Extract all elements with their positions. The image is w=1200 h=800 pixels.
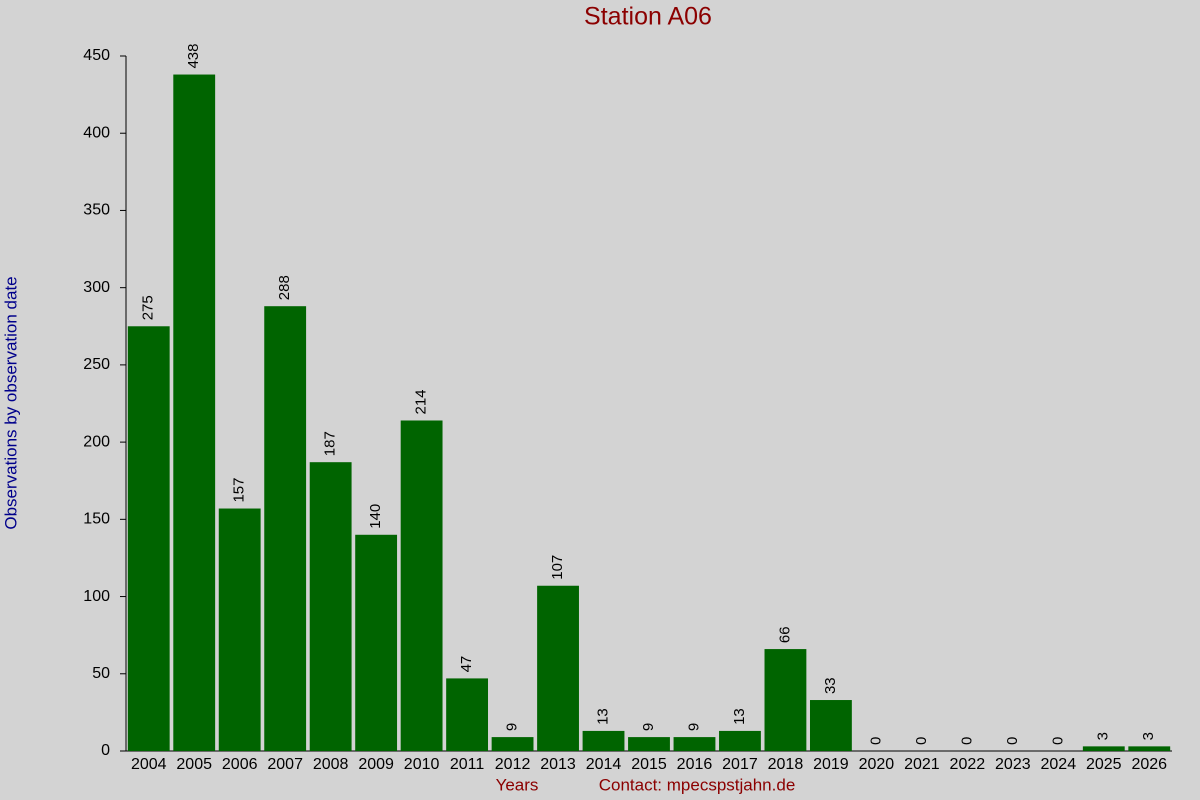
data-label: 140 (367, 504, 384, 529)
bar (264, 306, 307, 751)
data-label: 3 (1140, 732, 1157, 740)
bar (809, 700, 852, 751)
bar (1082, 746, 1125, 751)
annotation: Contact: mpecspstjahn.de (599, 775, 796, 794)
x-tick-label: 2021 (904, 756, 940, 773)
x-tick-label: 2010 (404, 756, 440, 773)
x-tick-label: 2011 (450, 756, 485, 773)
data-label: 0 (1049, 737, 1066, 745)
x-tick-label: 2018 (768, 756, 804, 773)
y-axis-label: Observations by observation date (1, 276, 20, 529)
data-label: 9 (504, 723, 521, 731)
data-label: 214 (413, 389, 430, 414)
x-tick-label: 2005 (176, 756, 212, 773)
bar (309, 462, 352, 751)
y-tick-label: 50 (92, 665, 110, 682)
data-label: 47 (458, 656, 475, 673)
data-label: 107 (549, 555, 566, 580)
x-axis-label: Years (496, 775, 539, 794)
bar (355, 534, 398, 751)
data-label: 0 (958, 737, 975, 745)
y-tick-label: 350 (83, 202, 110, 219)
data-label: 66 (776, 626, 793, 643)
x-tick-label: 2022 (950, 756, 986, 773)
bar (446, 678, 489, 751)
x-tick-label: 2013 (540, 756, 576, 773)
data-label: 13 (594, 708, 611, 725)
data-label: 33 (822, 677, 839, 694)
data-label: 288 (276, 275, 293, 300)
data-label: 187 (322, 431, 339, 456)
bar (719, 730, 761, 751)
y-tick-label: 250 (83, 356, 110, 373)
x-tick-label: 2020 (859, 756, 895, 773)
data-label: 438 (185, 44, 202, 69)
x-tick-label: 2012 (495, 756, 531, 773)
data-label: 0 (1004, 737, 1021, 745)
x-tick-label: 2025 (1086, 756, 1122, 773)
data-label: 275 (140, 295, 157, 320)
x-tick-label: 2017 (722, 756, 758, 773)
bar (673, 737, 716, 751)
x-tick-label: 2014 (586, 756, 622, 773)
bar (537, 585, 579, 751)
x-tick-label: 2007 (267, 756, 303, 773)
x-tick-label: 2006 (222, 756, 258, 773)
bar (218, 508, 261, 751)
y-tick-label: 0 (101, 742, 110, 759)
bar (1128, 746, 1171, 751)
data-label: 3 (1095, 732, 1112, 740)
bar (400, 420, 443, 751)
y-tick-label: 450 (83, 47, 110, 64)
data-label: 0 (913, 737, 930, 745)
data-label: 9 (640, 723, 657, 731)
chart-title: Station A06 (584, 3, 712, 31)
data-label: 0 (867, 737, 884, 745)
y-tick-label: 300 (83, 279, 110, 296)
bar (764, 649, 807, 751)
y-tick-label: 150 (83, 511, 110, 528)
x-tick-label: 2009 (358, 756, 394, 773)
x-tick-label: 2015 (631, 756, 667, 773)
data-label: 9 (685, 723, 702, 731)
x-tick-label: 2024 (1041, 756, 1077, 773)
bar (628, 737, 670, 751)
x-tick-label: 2026 (1131, 756, 1167, 773)
x-tick-label: 2019 (813, 756, 849, 773)
bar (582, 730, 625, 751)
bar (127, 326, 170, 751)
y-tick-label: 200 (83, 433, 110, 450)
data-label: 157 (231, 477, 248, 502)
x-tick-label: 2023 (995, 756, 1031, 773)
data-label: 13 (731, 708, 748, 725)
x-tick-label: 2016 (677, 756, 713, 773)
x-tick-label: 2008 (313, 756, 349, 773)
y-tick-label: 100 (83, 588, 110, 605)
y-tick-label: 400 (83, 124, 110, 141)
bar (491, 737, 534, 751)
bar (173, 74, 216, 752)
x-tick-label: 2004 (131, 756, 167, 773)
